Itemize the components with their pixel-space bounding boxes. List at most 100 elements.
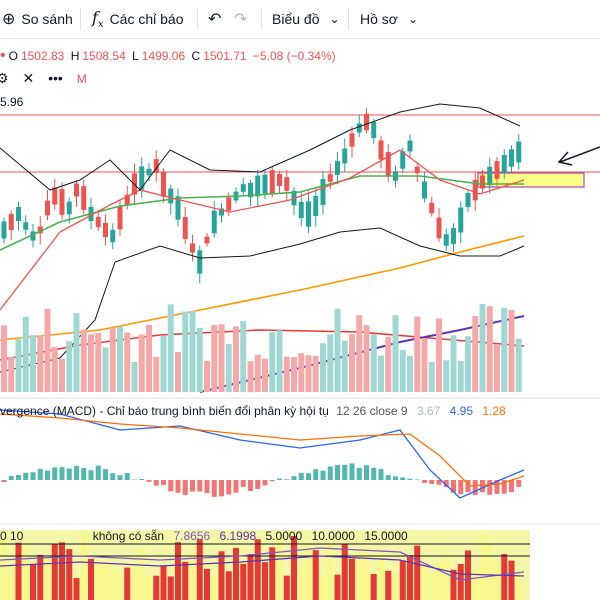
macd-histogram-bar xyxy=(342,464,348,480)
bottom-v1: 7.8656 xyxy=(173,529,211,543)
arrow-head xyxy=(557,151,573,166)
volume-bar xyxy=(240,321,247,392)
candle-body xyxy=(8,213,14,231)
volume-bar xyxy=(327,334,334,392)
volume-bar xyxy=(399,349,406,392)
volume-bar xyxy=(247,361,254,392)
close-icon[interactable]: ✕ xyxy=(22,70,35,86)
bottom-panel-bar xyxy=(305,544,312,600)
macd-histogram-bar xyxy=(30,472,36,480)
volume-bar xyxy=(204,360,210,392)
ma-fast-line xyxy=(0,149,525,311)
ma-value-label: 5.96 xyxy=(0,95,24,109)
macd-histogram-bar xyxy=(385,475,391,480)
macd-histogram-bar xyxy=(443,480,449,488)
macd-histogram-bar xyxy=(74,465,79,480)
indicators-button[interactable]: fx Các chỉ báo xyxy=(92,0,184,38)
profile-button[interactable]: Hồ sơ ⌄ xyxy=(360,0,418,38)
candle-body xyxy=(103,222,108,238)
bottom-panel-bar xyxy=(240,564,247,600)
bottom-panel-bar xyxy=(349,558,355,600)
volume-bar xyxy=(508,309,515,392)
bottom-panel-bar xyxy=(153,575,160,600)
volume-bar xyxy=(356,315,363,392)
macd-histogram-bar xyxy=(190,480,195,492)
macd-histogram-bar xyxy=(277,478,282,480)
volume-bar xyxy=(196,327,203,392)
volume-bar xyxy=(465,336,471,392)
candle-body xyxy=(45,200,50,216)
volume-bar xyxy=(291,357,297,392)
macd-histogram-bar xyxy=(153,480,159,486)
macd-histogram-bar xyxy=(480,480,485,493)
candle-body xyxy=(458,207,464,233)
bottom-panel-bar xyxy=(443,553,450,600)
macd-histogram-bar xyxy=(37,468,43,480)
bottom-panel-bar xyxy=(59,542,65,600)
macd-legend: vergence (MACD) - Chỉ báo trung bình biế… xyxy=(0,404,506,418)
volume-bar xyxy=(211,325,218,392)
bottom-panel-bar xyxy=(44,554,51,600)
more-icon[interactable]: ••• xyxy=(48,70,63,86)
bottom-panel-bar xyxy=(30,564,36,600)
bottom-panel-bar xyxy=(501,553,508,600)
macd-histogram-bar xyxy=(197,480,203,492)
volume-bar xyxy=(501,307,508,392)
candle-body xyxy=(248,182,253,198)
bottom-v3: 5.0000 xyxy=(265,529,303,543)
macd-histogram-bar xyxy=(23,472,29,480)
bottom-panel-bar xyxy=(465,550,471,600)
volume-bar xyxy=(182,311,189,392)
macd-histogram-bar xyxy=(516,480,522,487)
bottom-panel-bar xyxy=(1,537,7,600)
candle-body xyxy=(356,123,362,133)
undo-button[interactable]: ↶ xyxy=(208,0,227,38)
settings-icon[interactable]: ⚙ xyxy=(0,70,9,86)
ma-very-slow-line xyxy=(0,329,525,361)
volume-bar xyxy=(73,313,80,392)
candle-body xyxy=(95,216,101,228)
chart-type-button[interactable]: Biểu đồ ⌄ xyxy=(272,0,340,38)
bottom-panel-bar xyxy=(392,574,399,600)
bottom-panel-bar xyxy=(124,567,131,600)
candle-body xyxy=(327,174,333,182)
bottom-panel-bar xyxy=(204,568,210,600)
bottom-panel-bar xyxy=(196,539,203,600)
compare-button[interactable]: ⊕ So sánh xyxy=(2,0,73,38)
macd-histogram-bar xyxy=(233,480,239,493)
macd-histogram-bar xyxy=(291,476,297,480)
candle-body xyxy=(161,171,166,197)
bottom-panel-bar xyxy=(22,545,29,600)
divider xyxy=(80,8,81,30)
candle-body xyxy=(139,166,145,190)
volume-bar xyxy=(1,325,7,392)
volume-bar xyxy=(443,360,450,392)
macd-histogram-bar xyxy=(269,480,275,482)
candle-body xyxy=(516,141,522,163)
volume-bar xyxy=(486,306,493,392)
candle-body xyxy=(23,222,29,230)
bollinger-lower xyxy=(0,227,525,373)
volume-bar xyxy=(407,355,413,392)
volume-bar xyxy=(80,329,87,392)
macd-histogram-bar xyxy=(95,465,101,480)
volume-bar xyxy=(341,340,348,392)
bottom-v4: 10.0000 xyxy=(311,529,355,543)
bottom-panel-bar xyxy=(320,575,326,600)
bottom-panel-bar xyxy=(421,566,428,600)
bottom-panel-bar xyxy=(262,562,268,600)
macd-histogram-bar xyxy=(400,477,406,480)
macd-histogram-bar xyxy=(494,480,500,494)
candle-body xyxy=(110,229,116,243)
redo-button[interactable]: ↷ xyxy=(234,0,253,38)
candle-body xyxy=(66,201,72,215)
high-value: 1508.54 xyxy=(82,49,126,63)
bottom-panel-bar xyxy=(334,574,341,600)
bottom-panel-bar xyxy=(378,549,384,600)
bottom-panel-bar xyxy=(276,535,283,600)
volume-bar xyxy=(218,324,225,392)
volume-bar xyxy=(109,327,116,392)
macd-histogram-bar xyxy=(364,465,369,480)
macd-histogram-bar xyxy=(110,473,116,480)
